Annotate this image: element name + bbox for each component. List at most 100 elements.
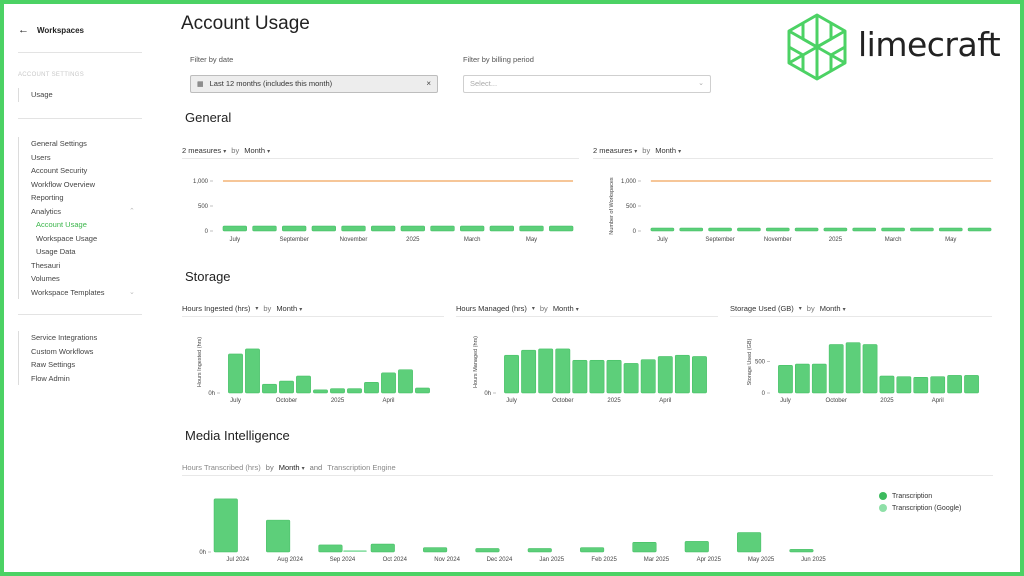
x-tick-label: May [526,237,537,243]
bar [674,354,690,394]
x-tick-label: November [340,237,368,243]
sidebar-item-volumes[interactable]: Volumes [31,274,60,283]
bar [811,363,827,394]
x-tick-label: October [826,398,847,404]
x-tick-label: April [659,398,671,404]
general-right-header: 2 measures ▾ by Month ▾ [593,143,993,159]
period-select[interactable]: Month ▾ [244,146,271,155]
period-select[interactable]: Month ▾ [278,463,305,472]
bar [538,348,554,394]
back-to-workspaces-link[interactable]: ← Workspaces [18,24,84,36]
x-tick-label: July [506,398,517,404]
x-tick-label: July [229,237,240,243]
sidebar-item-workspace-templates[interactable]: Workspace Templates ⌄ [31,286,135,300]
measure-label[interactable]: Storage Used (GB) [730,304,794,313]
storage-used-header: Storage Used (GB) ▾ by Month ▾ [730,301,992,317]
measures-select[interactable]: 2 measures ▾ [593,146,638,155]
sidebar-item-custom-workflows[interactable]: Custom Workflows [31,346,94,356]
sidebar-item-workspace-usage[interactable]: Workspace Usage [36,233,98,243]
filter-billing-label: Filter by billing period [463,55,534,64]
filter-billing-select[interactable]: Select... ⌄ [463,75,711,93]
transcription-chart: 0h Jul 2024 Aug 2024 Sep 2024 Oct 2024 Nov 20… [199,498,826,563]
measures-select[interactable]: 2 measures ▾ [182,146,227,155]
bar [330,388,345,394]
general-left-header: 2 measures ▾ by Month ▾ [182,143,579,159]
sidebar-item-general-settings[interactable]: General Settings [31,139,87,148]
bar [708,227,732,232]
period-select[interactable]: Month ▾ [276,304,303,313]
by-label: by [539,304,548,313]
bar [640,359,656,394]
sidebar-item-service-integrations[interactable]: Service Integrations [31,333,98,342]
usage-group: Usage [18,88,53,102]
sidebar-item-usage[interactable]: Usage [31,90,53,99]
x-tick-label: Aug 2024 [277,557,303,563]
sidebar-item-usage-data[interactable]: Usage Data [36,247,76,256]
x-tick-label: July [657,237,668,243]
period-select[interactable]: Month ▾ [655,146,682,155]
bar-transcription [737,532,762,553]
sidebar-item-reporting[interactable]: Reporting [31,193,64,202]
bar [398,369,413,394]
bar [967,227,992,232]
bar [845,342,861,394]
chevron-down-icon: ⌄ [698,80,704,87]
bar [296,375,311,394]
legend-dot [879,492,887,500]
by-label: by [806,304,815,313]
bar [430,225,455,232]
by-label: by [263,304,272,313]
bar [341,225,366,232]
bar [347,388,362,394]
bar [313,389,328,394]
bar [279,380,294,394]
bar [913,377,929,394]
general-left-chart: 1,000 500 0 July September November 2025 March M… [193,179,574,243]
bar-transcription [370,543,395,553]
y-tick-label: 0 [205,229,209,235]
bar [606,359,622,394]
x-tick-label: Feb 2025 [591,557,617,563]
bar [623,363,639,394]
measure-label[interactable]: Hours Ingested (hrs) [182,304,251,313]
bar [650,227,675,232]
bar-transcription [789,549,814,553]
sidebar-item-account-usage[interactable]: Account Usage [36,220,87,229]
x-tick-label: April [932,398,944,404]
sidebar-item-users[interactable]: Users [31,152,51,162]
clear-icon[interactable]: × [426,79,431,88]
sidebar-item-workflow-overview[interactable]: Workflow Overview [31,179,96,189]
section-storage-title: Storage [185,269,231,284]
filter-date-label: Filter by date [190,55,234,64]
bar-transcription [580,547,605,553]
engine-label[interactable]: Transcription Engine [327,463,396,472]
sidebar-item-flow-admin[interactable]: Flow Admin [31,373,70,383]
chevron-up-icon[interactable]: ⌃ [129,207,135,215]
period-select[interactable]: Month ▾ [819,304,846,313]
legend-label: Transcription [892,492,933,500]
sidebar-item-raw-settings[interactable]: Raw Settings [31,360,76,369]
filter-date-select[interactable]: ▦ Last 12 months (includes this month) × [190,75,438,93]
by-label: by [231,146,240,155]
bar [262,383,277,394]
filter-date-value: Last 12 months (includes this month) [209,79,333,88]
bar [589,359,605,394]
measure-label[interactable]: Hours Transcribed (hrs) [182,463,261,472]
period-select[interactable]: Month ▾ [552,304,579,313]
bar [400,225,425,232]
logo-mark-icon [787,13,847,81]
chevron-down-icon[interactable]: ⌄ [129,288,135,296]
bar [311,225,336,232]
bar-transcription [527,548,552,553]
sidebar-item-thesauri[interactable]: Thesauri [31,260,61,270]
y-tick-label: 0h [484,391,491,397]
legend-item-transcription[interactable]: Transcription [879,490,961,502]
sidebar-item-account-security[interactable]: Account Security [31,166,88,175]
measure-label[interactable]: Hours Managed (hrs) [456,304,527,313]
and-label: and [309,463,323,472]
sidebar-item-analytics[interactable]: Analytics ⌃ [31,205,135,219]
bar [795,363,810,394]
legend-item-transcription-google[interactable]: Transcription (Google) [879,502,961,514]
general-right-chart: 1,000 500 0 Number of Workspaces July Septemb… [609,177,992,243]
divider [18,52,142,53]
